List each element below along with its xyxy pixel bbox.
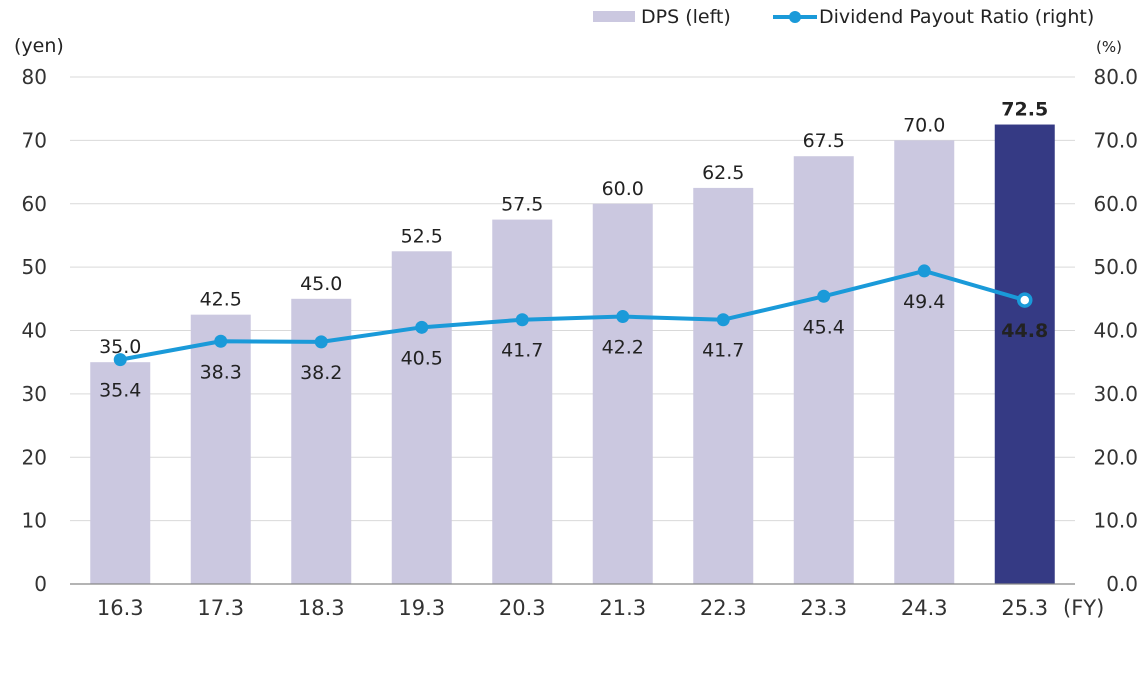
payout-point-21.3 xyxy=(616,310,630,324)
legend-dps-label: DPS (left) xyxy=(641,6,731,28)
payout-point-17.3 xyxy=(214,334,228,348)
bar-label-21.3: 60.0 xyxy=(602,178,644,200)
bar-25.3 xyxy=(994,124,1055,584)
bar-label-22.3: 62.5 xyxy=(702,162,744,184)
right-tick-label: 30.0 xyxy=(1093,382,1138,406)
bar-22.3 xyxy=(693,187,754,584)
legend: DPS (left) Dividend Payout Ratio (right) xyxy=(593,6,1094,28)
left-tick-label: 30 xyxy=(22,382,47,406)
payout-line xyxy=(113,264,1033,367)
bar-17.3 xyxy=(190,314,251,584)
payout-label-18.3: 38.2 xyxy=(300,362,342,384)
left-tick-label: 10 xyxy=(22,509,47,533)
payout-label-16.3: 35.4 xyxy=(99,380,141,402)
payout-point-18.3 xyxy=(314,335,328,349)
bar-label-25.3: 72.5 xyxy=(1001,99,1048,121)
left-tick-label: 50 xyxy=(22,255,47,279)
payout-label-24.3: 49.4 xyxy=(903,291,945,313)
right-axis-unit: (%) xyxy=(1096,38,1122,56)
right-tick-label: 0.0 xyxy=(1106,572,1138,596)
left-tick-label: 80 xyxy=(22,65,47,89)
payout-point-20.3 xyxy=(515,313,529,327)
right-tick-label: 50.0 xyxy=(1093,255,1138,279)
payout-label-21.3: 42.2 xyxy=(602,337,644,359)
bar-21.3 xyxy=(592,203,653,584)
category-label: 23.3 xyxy=(800,596,847,620)
payout-line-path xyxy=(119,268,1026,362)
payout-point-22.3 xyxy=(716,313,730,327)
bar-label-23.3: 67.5 xyxy=(803,130,845,152)
bar-19.3 xyxy=(391,251,452,584)
left-tick-label: 0 xyxy=(34,572,47,596)
data-labels: 35.0 42.5 45.0 52.5 57.5 60.0 62.5 67.5 70.0 72.5… xyxy=(99,99,1048,402)
right-tick-label: 40.0 xyxy=(1093,319,1138,343)
bar-24.3 xyxy=(894,140,955,584)
right-tick-label: 20.0 xyxy=(1093,445,1138,469)
bar-23.3 xyxy=(793,156,854,584)
x-axis-suffix: (FY) xyxy=(1063,596,1104,620)
category-label: 22.3 xyxy=(700,596,747,620)
payout-label-17.3: 38.3 xyxy=(200,361,242,383)
bar-label-20.3: 57.5 xyxy=(501,194,543,216)
payout-label-22.3: 41.7 xyxy=(702,340,744,362)
legend-payout-label: Dividend Payout Ratio (right) xyxy=(819,6,1094,28)
bar-label-24.3: 70.0 xyxy=(903,114,945,136)
category-label: 25.3 xyxy=(1001,596,1048,620)
right-tick-label: 70.0 xyxy=(1093,128,1138,152)
payout-label-23.3: 45.4 xyxy=(803,316,845,338)
bar-label-19.3: 52.5 xyxy=(401,225,443,247)
bars xyxy=(90,124,1055,584)
payout-label-19.3: 40.5 xyxy=(401,347,443,369)
right-tick-label: 80.0 xyxy=(1093,65,1138,89)
category-label: 24.3 xyxy=(901,596,948,620)
payout-label-25.3: 44.8 xyxy=(1001,320,1048,342)
left-tick-label: 20 xyxy=(22,445,47,469)
bar-20.3 xyxy=(492,219,553,584)
left-tick-label: 40 xyxy=(22,319,47,343)
legend-payout-marker xyxy=(789,11,801,23)
bar-label-16.3: 35.0 xyxy=(99,336,141,358)
payout-point-16.3 xyxy=(113,353,127,367)
category-label: 21.3 xyxy=(599,596,646,620)
bar-16.3 xyxy=(90,362,151,584)
axes: 0 10 20 30 40 50 60 70 80 0.0 10.0 20.0 30.0 40.0 50.0… xyxy=(22,65,1138,620)
left-tick-label: 60 xyxy=(22,192,47,216)
bar-label-17.3: 42.5 xyxy=(200,289,242,311)
category-label: 18.3 xyxy=(298,596,345,620)
category-label: 16.3 xyxy=(97,596,144,620)
payout-point-23.3 xyxy=(817,289,831,303)
right-tick-label: 60.0 xyxy=(1093,192,1138,216)
left-axis-unit: (yen) xyxy=(14,35,64,57)
left-tick-label: 70 xyxy=(22,128,47,152)
category-label: 19.3 xyxy=(398,596,445,620)
payout-point-25.3 xyxy=(1017,292,1033,308)
legend-dps-swatch xyxy=(593,11,635,22)
right-tick-label: 10.0 xyxy=(1093,509,1138,533)
payout-point-19.3 xyxy=(415,320,429,334)
category-label: 20.3 xyxy=(499,596,546,620)
payout-label-20.3: 41.7 xyxy=(501,340,543,362)
category-label: 17.3 xyxy=(197,596,244,620)
payout-point-24.3 xyxy=(917,264,931,278)
bar-label-18.3: 45.0 xyxy=(300,273,342,295)
